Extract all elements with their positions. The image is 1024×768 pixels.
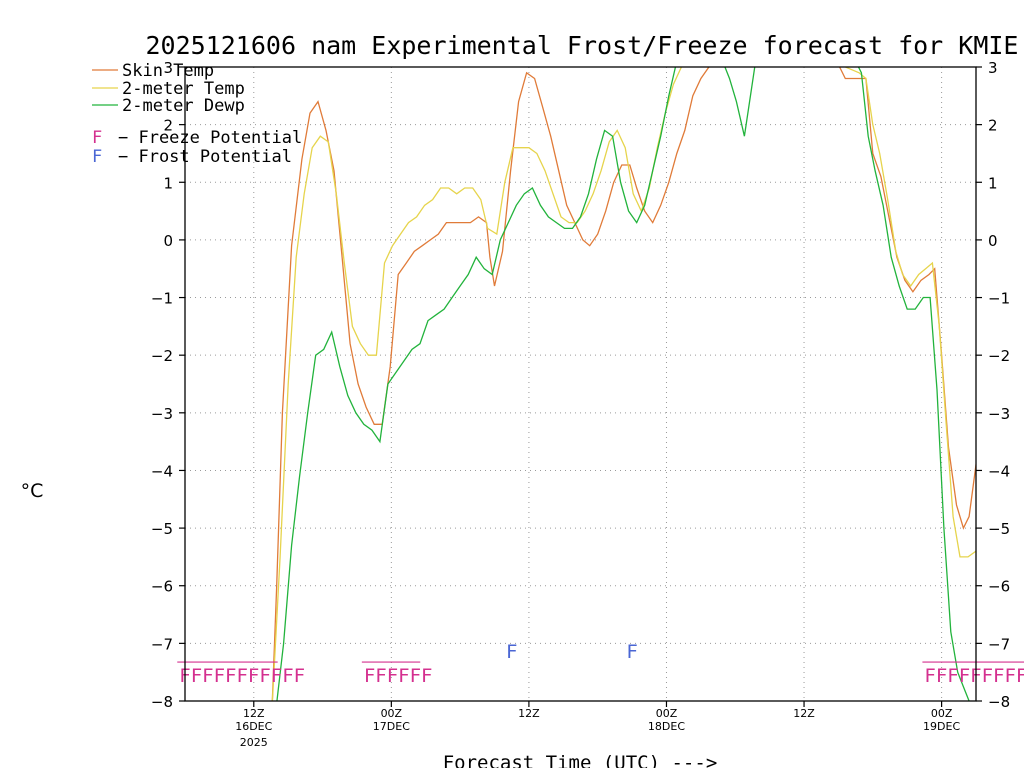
y-tick-label-right: 1: [988, 174, 998, 192]
y-tick-label: −7: [151, 635, 173, 653]
x-tick-label: 00Z: [381, 707, 403, 720]
frost-potential-flag: F: [626, 641, 637, 663]
x-tick-date: 16DEC: [235, 720, 272, 733]
y-tick-label-right: 3: [988, 59, 998, 77]
y-tick-label: −6: [151, 578, 173, 596]
y-tick-label: −1: [151, 290, 173, 308]
legend-marker-freeze-potential: F: [92, 128, 102, 148]
y-tick-label: 3: [163, 59, 173, 77]
x-tick-date: 17DEC: [373, 720, 410, 733]
legend-label-freeze-potential: − Freeze Potential: [118, 128, 302, 148]
legend-label-2-meter-temp: 2-meter Temp: [122, 79, 245, 99]
frost-potential-flag: F: [506, 641, 517, 663]
flag-group: FFFFFFFFFFFFFFFFFFFFFFFFFFFFFFFFF: [177, 641, 1024, 687]
grid: [185, 67, 976, 701]
plot-frame: [184, 66, 977, 702]
y-axis-right: −8 −7 −6 −5 −4 −3 −2 −1 0 1 2 3: [976, 59, 1010, 711]
y-tick-label-right: 0: [988, 232, 998, 250]
y-tick-label-right: −7: [988, 635, 1010, 653]
y-tick-label-right: −3: [988, 405, 1010, 423]
y-axis-left: −8 −7 −6 −5 −4 −3 −2 −1 0 1 2 3: [151, 59, 185, 711]
series-group: [271, 67, 976, 701]
x-tick-date: 18DEC: [648, 720, 685, 733]
y-tick-label-right: −2: [988, 347, 1010, 365]
freeze-potential-flags: FFFFFFFFFFF: [179, 665, 305, 687]
series-line-2-meter-dewp: [276, 67, 970, 701]
chart-title: 2025121606 nam Experimental Frost/Freeze…: [146, 31, 1019, 60]
y-tick-label: 0: [163, 232, 173, 250]
legend-label-2-meter-dewp: 2-meter Dewp: [122, 96, 245, 116]
y-tick-label-right: −5: [988, 520, 1010, 538]
y-tick-label: 2: [163, 117, 173, 135]
legend-label-frost-potential: − Frost Potential: [118, 147, 292, 167]
y-tick-label: −3: [151, 405, 173, 423]
y-tick-label: −4: [151, 462, 173, 480]
y-tick-label-right: 2: [988, 117, 998, 135]
y-tick-label-right: −1: [988, 290, 1010, 308]
x-tick-label: 00Z: [656, 707, 678, 720]
y-tick-label: −2: [151, 347, 173, 365]
x-tick-label: 12Z: [793, 707, 815, 720]
y-tick-label: −8: [151, 693, 173, 711]
x-tick-label: 12Z: [243, 707, 265, 720]
freeze-potential-flags: FFFFFF: [364, 665, 433, 687]
y-tick-label-right: −6: [988, 578, 1010, 596]
y-tick-label: 1: [163, 174, 173, 192]
x-tick-date: 19DEC: [923, 720, 960, 733]
legend-label-skin-temp: Skin Temp: [122, 61, 214, 81]
x-tick-label: 00Z: [931, 707, 953, 720]
y-tick-label-right: −4: [988, 462, 1010, 480]
x-tick-year: 2025: [240, 736, 268, 749]
series-line-2-meter-temp: [271, 67, 976, 701]
x-axis-label: Forecast Time (UTC) --->: [443, 752, 718, 768]
legend-marker-frost-potential: F: [92, 147, 102, 167]
x-tick-label: 12Z: [518, 707, 540, 720]
y-tick-label: −5: [151, 520, 173, 538]
y-axis-label: °C: [21, 480, 44, 502]
y-tick-label-right: −8: [988, 693, 1010, 711]
